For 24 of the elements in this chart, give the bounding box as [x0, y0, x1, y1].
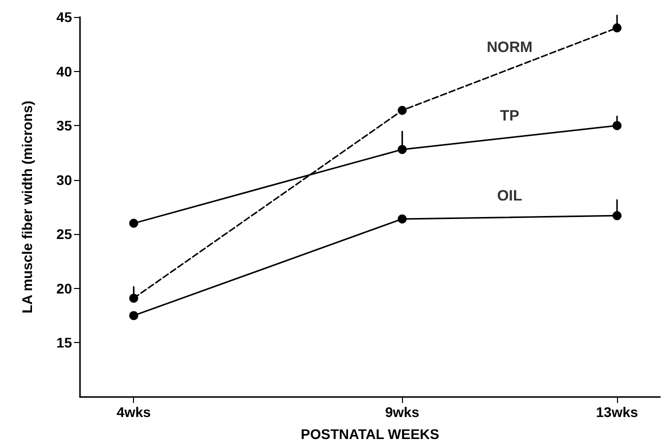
point	[398, 214, 407, 224]
point	[129, 218, 138, 228]
series-label: NORM	[486, 39, 533, 56]
x-axis-title: POSTNATAL WEEKS	[300, 426, 440, 442]
point	[398, 106, 407, 115]
point	[129, 294, 138, 303]
y-tick-label: 30	[56, 172, 72, 188]
point	[612, 211, 622, 220]
x-tick-label: 9wks	[385, 404, 420, 420]
point	[129, 311, 138, 320]
y-tick-label: 45	[56, 9, 72, 25]
y-tick-label: 15	[56, 334, 72, 351]
point	[612, 121, 622, 130]
x-tick-label: 4wks	[116, 404, 152, 420]
series-label: TP	[500, 108, 520, 125]
x-tick-label: 13wks	[596, 404, 638, 420]
series-label: OIL	[497, 187, 522, 204]
y-tick-label: 35	[56, 118, 72, 134]
point	[398, 144, 407, 154]
point	[612, 23, 622, 32]
y-tick-label: 25	[56, 226, 72, 242]
y-axis-title: LA muscle fiber width (microns)	[19, 100, 35, 314]
y-tick-label: 40	[56, 63, 72, 80]
y-tick-label: 20	[56, 280, 72, 296]
